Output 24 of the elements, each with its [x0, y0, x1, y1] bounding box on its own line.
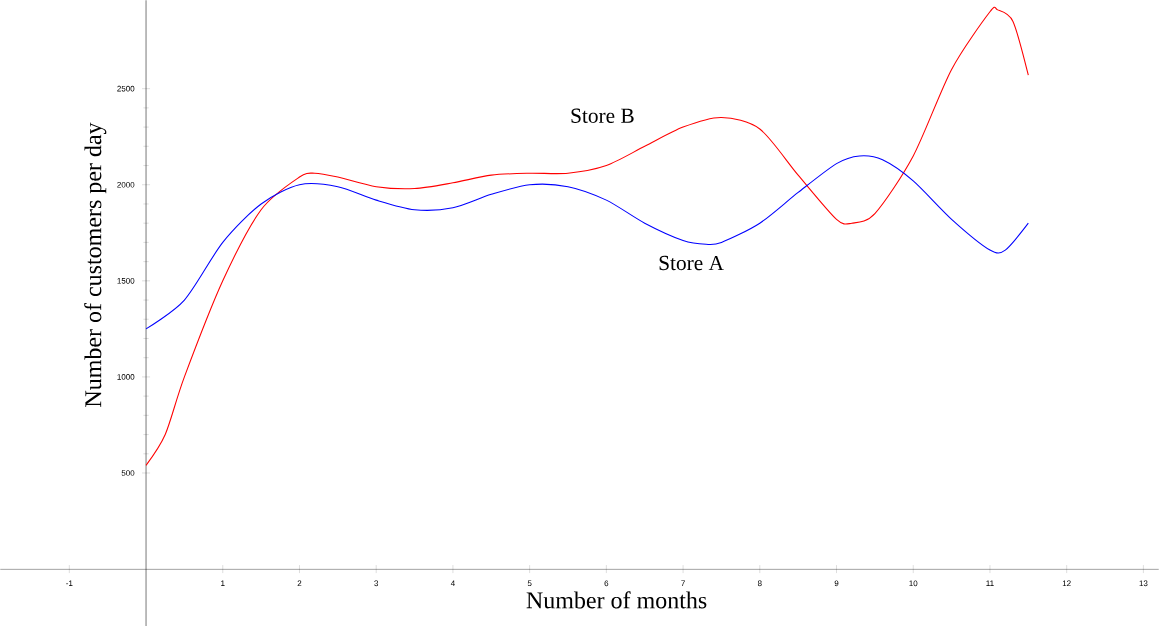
y-tick-label: 2000	[117, 181, 135, 188]
y-tick-label: 2500	[117, 85, 135, 92]
x-tick-label: 12	[1062, 580, 1071, 586]
x-tick-label: 9	[834, 580, 839, 586]
y-tick-label: 1000	[117, 373, 135, 380]
y-axis-title: Number of customers per day	[84, 122, 107, 407]
x-axis-title: Number of months	[526, 591, 707, 609]
x-tick-label: 5	[527, 580, 532, 586]
x-tick-label: 8	[757, 580, 762, 586]
x-tick-label: 4	[450, 580, 455, 586]
series-label: Store B	[571, 108, 634, 123]
x-tick-label: 11	[986, 580, 994, 586]
y-tick-label: 1500	[117, 277, 135, 284]
x-tick-label: 6	[604, 580, 609, 586]
y-tick-label: 500	[121, 469, 135, 476]
x-tick-label: 2	[297, 580, 302, 586]
x-tick-label: 3	[374, 580, 379, 586]
x-tick-label: -1	[66, 580, 73, 586]
x-tick-label: 7	[681, 580, 685, 586]
x-tick-label: 13	[1139, 580, 1148, 586]
x-tick-label: 1	[221, 580, 225, 586]
line-series	[145, 155, 1029, 330]
x-tick-label: 10	[909, 580, 918, 586]
series-label: Store A	[659, 255, 724, 270]
